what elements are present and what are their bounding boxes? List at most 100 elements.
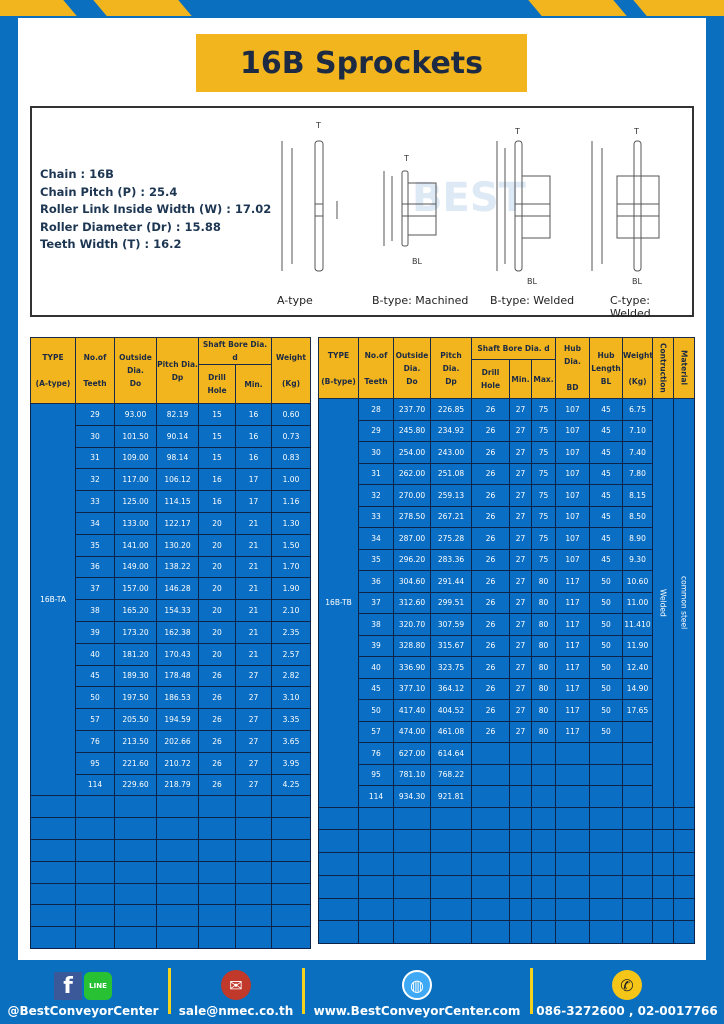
empty-row: [30, 926, 311, 949]
empty-cell: [30, 860, 76, 884]
cell: 259.13: [430, 484, 472, 507]
cell: 50: [589, 677, 623, 700]
table-row: 95 781.10 768.22: [319, 763, 695, 786]
cell: 0.83: [271, 446, 311, 470]
cell: 27: [509, 613, 532, 636]
empty-cell: [509, 874, 532, 899]
construction-cell: Welded: [652, 398, 674, 808]
facebook-icon[interactable]: f: [54, 972, 82, 1000]
footer-email[interactable]: ✉ sale@nmec.co.th: [176, 965, 296, 1024]
cell: 26: [198, 751, 236, 775]
cell: 33: [75, 490, 115, 513]
label-c-welded: C-type: Welded: [610, 294, 651, 320]
line-icon[interactable]: LINE: [84, 972, 112, 1000]
table-row: 30 254.00 243.00 26 27 75 107 45 7.40: [319, 441, 695, 464]
cell: 26: [198, 664, 236, 688]
cell: 20: [198, 555, 236, 579]
empty-cell: [531, 920, 556, 944]
website-link[interactable]: www.BestConveyorCenter.com: [313, 1004, 521, 1018]
cell: 26: [471, 591, 510, 614]
table-row: 76 213.50 202.66 26 27 3.65: [31, 729, 311, 753]
empty-cell: [75, 838, 115, 862]
globe-icon: ◍: [402, 970, 432, 1000]
footer-phone[interactable]: ✆ 086-3272600 , 02-0017766: [536, 965, 718, 1024]
cell: 40: [358, 656, 394, 679]
empty-cell: [622, 874, 653, 899]
cell: [589, 763, 623, 786]
header-weight: Weight (Kg): [271, 337, 311, 404]
cell: 26: [198, 686, 236, 710]
cell: 27: [509, 462, 532, 485]
table-row: 31 109.00 98.14 15 16 0.83: [31, 446, 311, 470]
cell: 107: [555, 462, 590, 485]
empty-cell: [471, 874, 510, 899]
empty-cell: [198, 795, 236, 819]
footer-divider: [530, 968, 533, 1014]
empty-cell: [318, 897, 359, 922]
cell: 20: [198, 599, 236, 622]
cell: 4.25: [271, 773, 311, 797]
cell: 614.64: [430, 742, 472, 765]
cell: 95: [75, 751, 115, 775]
cell: 2.35: [271, 620, 311, 644]
cell: [622, 763, 653, 786]
cell: 27: [235, 751, 272, 775]
cell: 16: [235, 446, 272, 470]
empty-cell: [235, 926, 272, 949]
cell: 27: [509, 441, 532, 464]
cell: 50: [589, 613, 623, 636]
empty-cell: [471, 852, 510, 876]
header-teeth: No.of Teeth: [358, 337, 394, 399]
cell: 20: [198, 642, 236, 666]
cell: 12.40: [622, 656, 653, 679]
cell: 30: [358, 441, 394, 464]
cell: 0.73: [271, 424, 311, 448]
empty-cell: [318, 829, 359, 853]
cell: 245.80: [393, 419, 431, 442]
empty-cell: [652, 874, 674, 899]
cell: 27: [509, 656, 532, 679]
cell: 107: [555, 548, 590, 571]
cell: 109.00: [114, 446, 157, 470]
footer-social[interactable]: f LINE @BestConveyorCenter: [8, 965, 159, 1024]
empty-cell: [358, 897, 394, 922]
empty-cell: [30, 882, 76, 906]
empty-cell: [358, 806, 394, 831]
empty-cell: [318, 874, 359, 899]
cell: 312.60: [393, 591, 431, 614]
empty-cell: [271, 817, 311, 840]
empty-cell: [235, 838, 272, 862]
empty-cell: [318, 852, 359, 876]
cell: 291.44: [430, 570, 472, 593]
type-cell: 16B-TA: [30, 402, 76, 797]
cell: 26: [198, 729, 236, 753]
empty-cell: [156, 795, 199, 819]
footer-website[interactable]: ◍ www.BestConveyorCenter.com: [306, 965, 528, 1024]
empty-cell: [198, 817, 236, 840]
cell: 315.67: [430, 634, 472, 657]
cell: 27: [509, 484, 532, 507]
cell: 262.00: [393, 462, 431, 485]
empty-cell: [235, 795, 272, 819]
empty-row: [30, 795, 311, 819]
empty-cell: [318, 806, 359, 831]
dim-t: T: [315, 121, 321, 130]
email-link[interactable]: sale@nmec.co.th: [178, 1004, 294, 1018]
cell: 107: [555, 505, 590, 528]
cell: 107: [555, 398, 590, 421]
cell: 80: [531, 720, 556, 743]
empty-cell: [75, 904, 115, 928]
cell: 229.60: [114, 773, 157, 797]
cell: 26: [471, 699, 510, 722]
table-row: 57 205.50 194.59 26 27 3.35: [31, 708, 311, 731]
cell: 21: [235, 577, 272, 601]
cell: 76: [75, 729, 115, 753]
cell: 8.90: [622, 527, 653, 550]
empty-cell: [622, 829, 653, 853]
header-shaft-bore: Shaft Bore Dia. d: [198, 337, 272, 365]
type-cell: 16B-TB: [318, 398, 359, 808]
empty-cell: [430, 897, 472, 922]
cell: 75: [531, 527, 556, 550]
empty-cell: [198, 882, 236, 906]
phone-numbers[interactable]: 086-3272600 , 02-0017766: [536, 1004, 718, 1018]
